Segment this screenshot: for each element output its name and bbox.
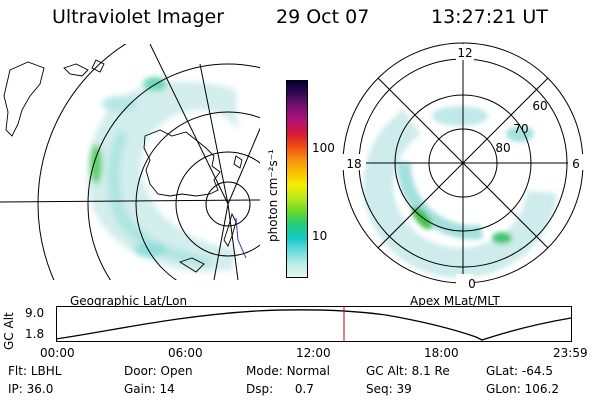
- flt-value: LBHL: [30, 364, 62, 378]
- altitude-plot[interactable]: [55, 306, 572, 342]
- mode-value: Normal: [286, 364, 330, 378]
- coastlines: [3, 59, 243, 273]
- colorbar-unit-label: photon cm⁻²s⁻¹: [266, 149, 280, 242]
- ip-value: 36.0: [26, 382, 54, 396]
- orbit-track: [235, 217, 247, 259]
- magnetic-map[interactable]: 12 0 18 6 60 70 80: [342, 42, 592, 292]
- ip-info: IP: 36.0: [8, 382, 53, 396]
- auroral-oval: [363, 106, 557, 278]
- flt-info: Flt: LBHL: [8, 364, 61, 378]
- auroral-emission: [87, 77, 238, 273]
- gain-value: 14: [159, 382, 175, 396]
- altitude-tick-1-8: 1.8: [25, 327, 45, 341]
- mlt-label-18: 18: [346, 157, 361, 171]
- gcalt-value: 8.1 Re: [411, 364, 450, 378]
- mlat-label-80: 80: [495, 141, 510, 155]
- mlt-label-0: 0: [468, 277, 476, 291]
- mlat-mlt-grid: [342, 42, 584, 284]
- app-title: Ultraviolet Imager: [52, 6, 225, 28]
- colorbar-tick-100: 100: [312, 141, 335, 155]
- gain-label: Gain:: [124, 382, 156, 396]
- mode-label: Mode:: [246, 364, 283, 378]
- right-map-caption: Apex MLat/MLT: [410, 294, 500, 308]
- seq-value: 39: [396, 382, 412, 396]
- time-tick-1200: 12:00: [296, 346, 331, 360]
- glon-label: GLon:: [486, 382, 521, 396]
- seq-info: Seq: 39: [366, 382, 412, 396]
- geographic-map[interactable]: [0, 44, 260, 284]
- mlat-label-60: 60: [532, 99, 547, 113]
- time-tick-0000: 00:00: [40, 346, 75, 360]
- altitude-curve: [55, 309, 572, 341]
- dsp-value: 0.7: [294, 382, 314, 396]
- left-map-caption: Geographic Lat/Lon: [70, 294, 188, 308]
- dsp-info: Dsp: 0.7: [246, 382, 314, 396]
- altitude-tick-9: 9.0: [25, 306, 45, 320]
- dsp-label: Dsp:: [246, 382, 274, 396]
- ip-label: IP:: [8, 382, 23, 396]
- mlt-label-6: 6: [572, 157, 580, 171]
- colorbar-tick-10: 10: [312, 229, 328, 243]
- time-label: 13:27:21 UT: [431, 6, 548, 28]
- gcalt-info: GC Alt: 8.1 Re: [366, 364, 450, 378]
- gain-info: Gain: 14: [124, 382, 175, 396]
- mlt-label-12: 12: [457, 46, 472, 60]
- glat-info: GLat: -64.5: [486, 364, 553, 378]
- time-tick-0600: 06:00: [168, 346, 203, 360]
- glon-info: GLon: 106.2: [486, 382, 559, 396]
- mode-info: Mode: Normal: [246, 364, 330, 378]
- seq-label: Seq:: [366, 382, 393, 396]
- color-scale-bar: [286, 80, 308, 278]
- time-tick-1800: 18:00: [424, 346, 459, 360]
- door-label: Door:: [124, 364, 157, 378]
- glon-value: 106.2: [524, 382, 559, 396]
- time-tick-2359: 23:59: [553, 346, 588, 360]
- glat-value: -64.5: [521, 364, 553, 378]
- flt-label: Flt:: [8, 364, 27, 378]
- door-value: Open: [160, 364, 193, 378]
- gcalt-label: GC Alt:: [366, 364, 408, 378]
- mlat-label-70: 70: [513, 122, 528, 136]
- altitude-axis-label: GC Alt: [2, 312, 16, 350]
- date-label: 29 Oct 07: [276, 6, 370, 28]
- glat-label: GLat:: [486, 364, 519, 378]
- door-info: Door: Open: [124, 364, 193, 378]
- lat-lon-grid: [0, 44, 260, 280]
